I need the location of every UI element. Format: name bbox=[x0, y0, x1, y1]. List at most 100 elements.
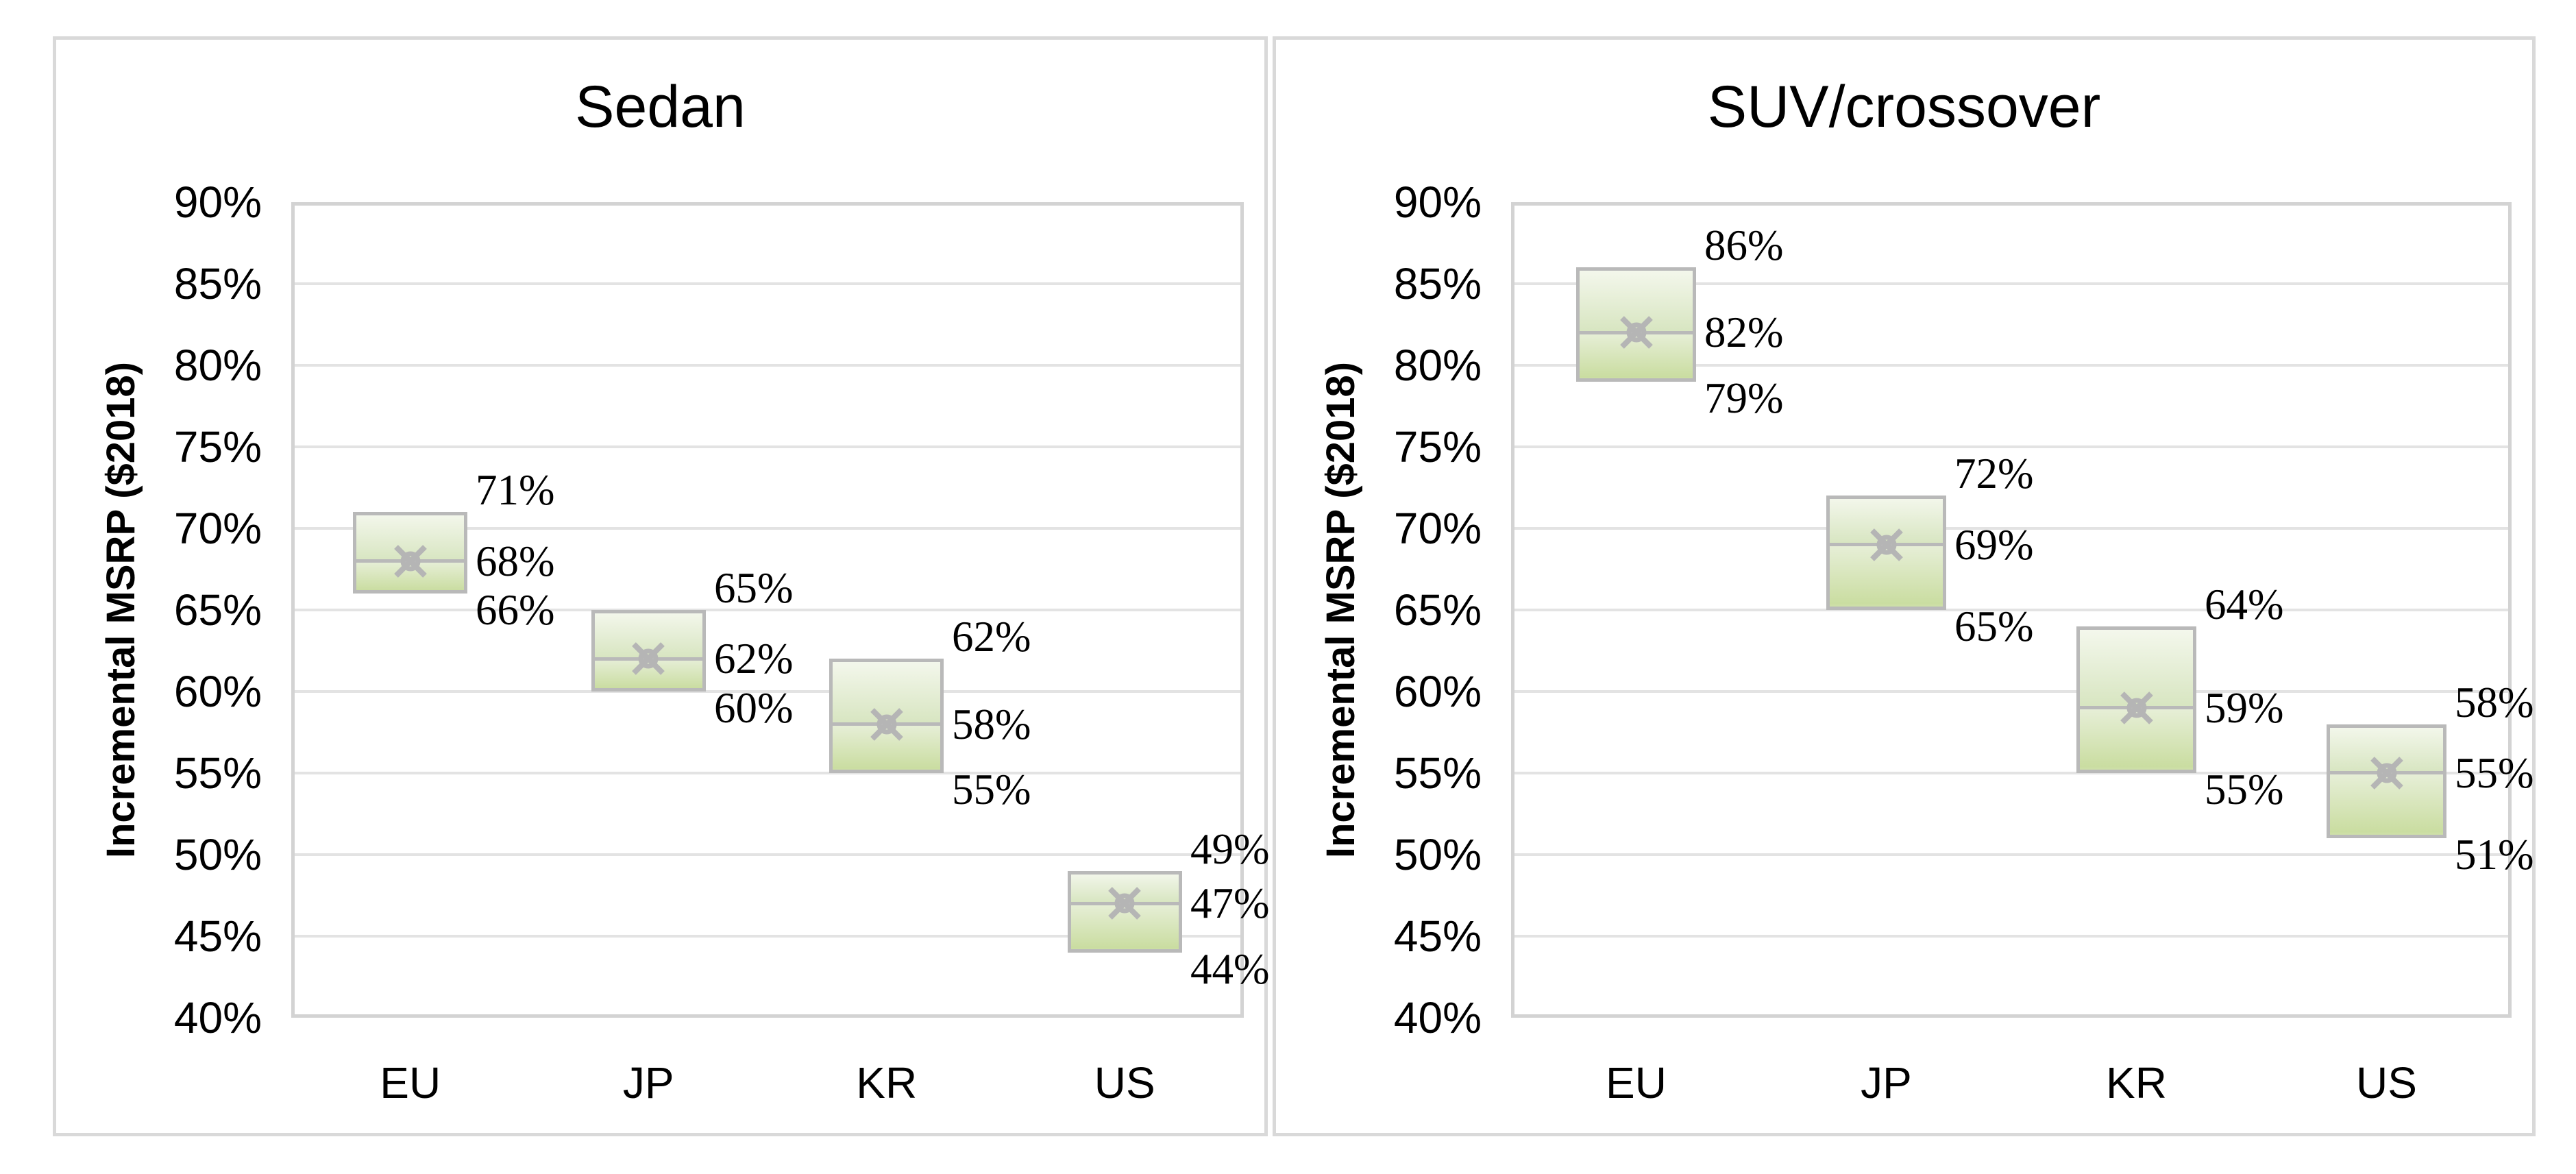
y-tick-label: 90% bbox=[173, 178, 262, 227]
gridline bbox=[1514, 935, 2508, 938]
x-marker-icon bbox=[1619, 316, 1653, 350]
value-label-mean-eu: 82% bbox=[1704, 308, 1784, 357]
value-label-high-jp: 72% bbox=[1954, 450, 2034, 498]
y-tick-label: 75% bbox=[1393, 422, 1482, 472]
category-label-eu: EU bbox=[380, 1058, 441, 1108]
value-label-low-kr: 55% bbox=[952, 766, 1031, 814]
mean-marker bbox=[1866, 524, 1907, 565]
mean-marker bbox=[866, 704, 907, 745]
y-tick-label: 85% bbox=[1393, 259, 1482, 308]
box-upper-segment bbox=[829, 659, 944, 724]
y-tick-label: 60% bbox=[1393, 667, 1482, 716]
y-tick-label: 55% bbox=[1393, 748, 1482, 798]
gridline bbox=[295, 364, 1240, 367]
gridline bbox=[295, 527, 1240, 530]
value-label-low-jp: 60% bbox=[714, 684, 794, 732]
gridline bbox=[1514, 364, 2508, 367]
mean-marker bbox=[628, 638, 669, 679]
box-kr bbox=[2076, 626, 2196, 773]
box-lower-segment bbox=[2076, 707, 2196, 773]
gridline bbox=[1514, 527, 2508, 530]
y-tick-label: 85% bbox=[173, 259, 262, 308]
category-label-us: US bbox=[2356, 1058, 2417, 1108]
box-border bbox=[591, 610, 706, 692]
mean-marker bbox=[2366, 753, 2407, 794]
value-label-low-eu: 79% bbox=[1704, 374, 1784, 422]
box-border bbox=[2076, 626, 2196, 773]
x-marker-icon bbox=[870, 707, 903, 741]
gridline bbox=[1514, 853, 2508, 856]
box-kr bbox=[829, 659, 944, 773]
y-tick-label: 70% bbox=[1393, 504, 1482, 553]
value-label-high-jp: 65% bbox=[714, 564, 794, 612]
value-label-high-eu: 86% bbox=[1704, 221, 1784, 270]
panel-sedan: Sedan Incremental MSRP ($2018) 90% 85% 80%… bbox=[53, 36, 1270, 1136]
value-label-high-kr: 62% bbox=[952, 613, 1031, 661]
category-label-jp: JP bbox=[1861, 1058, 1912, 1108]
y-tick-label: 80% bbox=[173, 341, 262, 390]
chart-title: Sedan bbox=[575, 74, 746, 140]
y-tick-label: 80% bbox=[1393, 341, 1482, 390]
mean-marker bbox=[390, 541, 431, 582]
gridline bbox=[295, 853, 1240, 856]
y-tick-label: 60% bbox=[173, 667, 262, 716]
mean-marker bbox=[1104, 883, 1145, 924]
box-border bbox=[1068, 870, 1182, 953]
x-marker-icon bbox=[2120, 691, 2153, 724]
value-label-low-jp: 65% bbox=[1954, 602, 2034, 650]
category-label-kr: KR bbox=[2106, 1058, 2167, 1108]
box-lower-segment bbox=[1826, 544, 1946, 610]
gridline bbox=[1514, 609, 2508, 611]
category-label-kr: KR bbox=[856, 1058, 918, 1108]
gridline bbox=[1514, 690, 2508, 693]
box-border bbox=[1826, 496, 1946, 610]
panel-suv-crossover: SUV/crossover Incremental MSRP ($2018) 9… bbox=[1273, 36, 2536, 1136]
y-tick-label: 90% bbox=[1393, 178, 1482, 227]
value-label-mean-jp: 62% bbox=[714, 635, 794, 683]
category-label-jp: JP bbox=[622, 1058, 674, 1108]
y-tick-label: 45% bbox=[173, 912, 262, 961]
mean-marker bbox=[1616, 312, 1657, 353]
category-label-eu: EU bbox=[1606, 1058, 1667, 1108]
gridline bbox=[295, 445, 1240, 448]
y-tick-label: 40% bbox=[1393, 993, 1482, 1042]
y-tick-label: 70% bbox=[173, 504, 262, 553]
value-label-low-us: 51% bbox=[2455, 831, 2534, 879]
value-label-mean-us: 47% bbox=[1190, 879, 1270, 928]
value-label-high-kr: 64% bbox=[2205, 580, 2284, 628]
gridline bbox=[1514, 282, 2508, 285]
value-label-mean-jp: 69% bbox=[1954, 520, 2034, 569]
gridline bbox=[295, 935, 1240, 938]
value-label-mean-kr: 59% bbox=[2205, 683, 2284, 732]
x-marker-icon bbox=[632, 642, 665, 676]
y-tick-label: 50% bbox=[173, 830, 262, 879]
value-label-mean-eu: 68% bbox=[476, 537, 555, 585]
x-marker-icon bbox=[2370, 757, 2403, 790]
value-label-low-kr: 55% bbox=[2205, 766, 2284, 814]
x-marker-icon bbox=[1869, 528, 1903, 561]
value-label-high-us: 58% bbox=[2455, 678, 2534, 726]
value-label-high-eu: 71% bbox=[476, 466, 555, 515]
mean-marker bbox=[2116, 687, 2157, 729]
value-label-mean-us: 55% bbox=[2455, 749, 2534, 797]
gridline bbox=[295, 609, 1240, 611]
box-us bbox=[2327, 724, 2446, 839]
y-tick-label: 45% bbox=[1393, 912, 1482, 961]
category-label-us: US bbox=[1094, 1058, 1155, 1108]
box-lower-segment bbox=[2327, 772, 2446, 839]
value-label-mean-kr: 58% bbox=[952, 700, 1031, 748]
x-marker-icon bbox=[393, 544, 427, 578]
box-upper-segment bbox=[1576, 267, 1696, 333]
y-tick-label: 65% bbox=[1393, 585, 1482, 635]
value-label-low-eu: 66% bbox=[476, 586, 555, 635]
y-tick-label: 65% bbox=[173, 585, 262, 635]
gridline bbox=[295, 690, 1240, 693]
gridline bbox=[1514, 772, 2508, 774]
box-border bbox=[829, 659, 944, 773]
value-label-high-us: 49% bbox=[1190, 824, 1270, 873]
y-tick-label: 75% bbox=[173, 422, 262, 472]
chart-title: SUV/crossover bbox=[1707, 74, 2101, 140]
x-marker-icon bbox=[1108, 887, 1142, 920]
value-label-low-us: 44% bbox=[1190, 944, 1270, 993]
